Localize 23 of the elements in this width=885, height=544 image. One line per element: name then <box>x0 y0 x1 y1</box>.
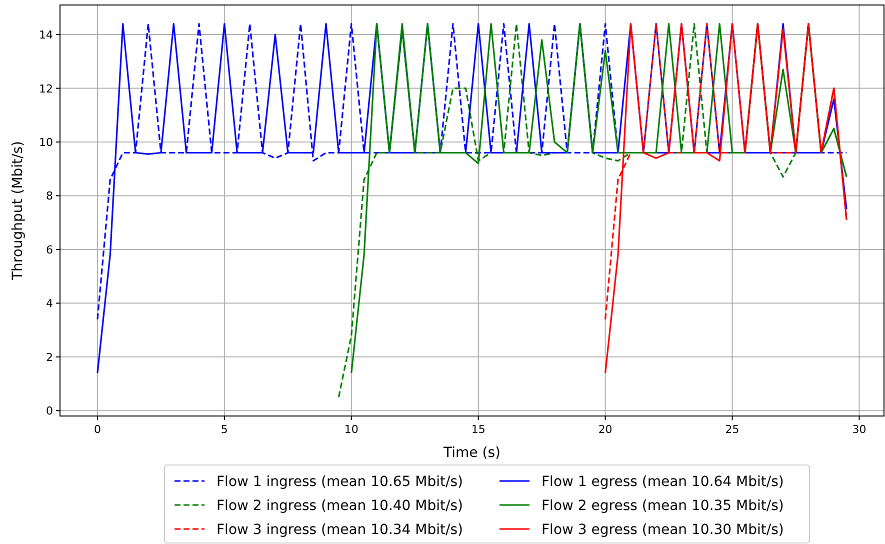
x-axis-title: Time (s) <box>442 445 500 461</box>
x-tick-label: 0 <box>94 423 101 436</box>
y-tick-label: 10 <box>39 136 53 149</box>
legend-label: Flow 1 egress (mean 10.64 Mbit/s) <box>542 474 784 490</box>
x-tick-label: 10 <box>344 423 358 436</box>
legend-label: Flow 2 egress (mean 10.35 Mbit/s) <box>542 498 784 514</box>
legend-label: Flow 3 ingress (mean 10.34 Mbit/s) <box>216 522 463 538</box>
x-tick-label: 5 <box>220 423 228 436</box>
legend-label: Flow 1 ingress (mean 10.65 Mbit/s) <box>216 474 463 490</box>
x-tick-label: 25 <box>725 423 740 436</box>
y-tick-label: 14 <box>39 28 53 42</box>
y-tick-label: 6 <box>46 243 53 256</box>
y-tick-label: 4 <box>46 297 53 310</box>
x-tick-label: 20 <box>598 423 612 436</box>
y-axis-title: Throughput (Mbit/s) <box>10 140 26 282</box>
y-tick-label: 8 <box>46 190 53 203</box>
x-tick-label: 30 <box>852 423 866 436</box>
legend-label: Flow 2 ingress (mean 10.40 Mbit/s) <box>216 498 463 514</box>
y-tick-label: 2 <box>46 350 53 364</box>
y-tick-label: 0 <box>46 404 53 418</box>
y-tick-label: 12 <box>39 82 53 96</box>
x-tick-label: 15 <box>471 423 486 436</box>
legend-label: Flow 3 egress (mean 10.30 Mbit/s) <box>542 522 784 538</box>
